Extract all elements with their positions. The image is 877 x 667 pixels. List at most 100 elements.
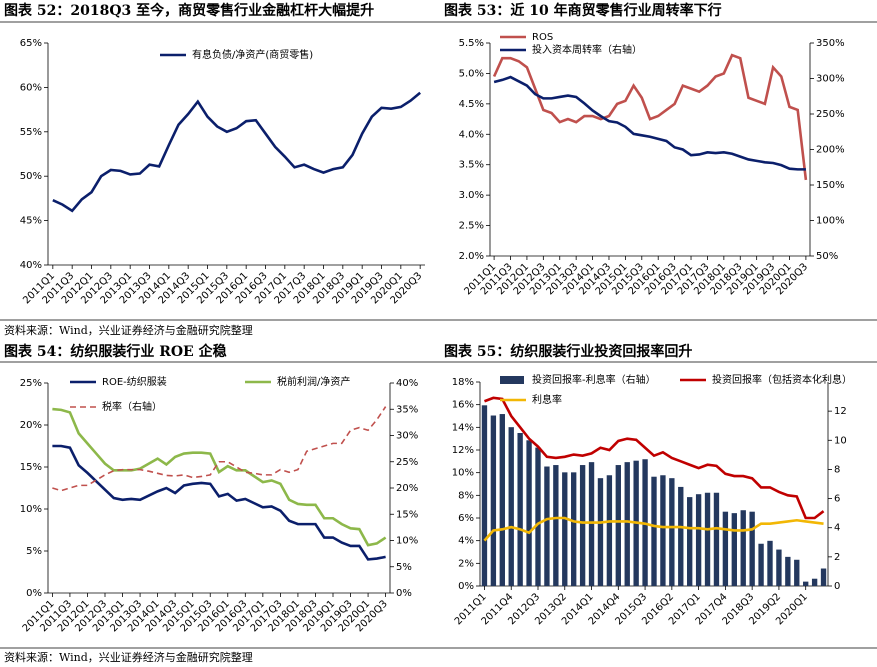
bar [651, 476, 657, 586]
bar [588, 462, 595, 586]
bar [740, 510, 746, 586]
bar [544, 466, 550, 586]
y-tick-label: 55% [20, 127, 42, 138]
y-tick-label: 5.0% [459, 68, 484, 79]
legend-swatch [500, 376, 524, 384]
bar [785, 556, 791, 586]
y2-tick-label: 25% [396, 457, 418, 468]
chart-title: 图表 55：纺织服装行业投资回报率回升 [444, 343, 692, 360]
y-tick-label: 3.5% [459, 160, 484, 171]
chart-title: 图表 53：近 10 年商贸零售行业周转率下行 [444, 2, 722, 19]
bar [749, 511, 755, 586]
y2-tick-label: 350% [816, 38, 845, 49]
y2-tick-label: 100% [816, 216, 845, 227]
bar [794, 559, 800, 586]
line [52, 444, 386, 561]
bar [562, 472, 568, 586]
legend-label: 投资回报率（包括资本化利息） [712, 373, 852, 386]
y-tick-label: 10% [20, 504, 42, 515]
source: 资料来源：Wind，兴业证券经济与金融研究院整理 [4, 650, 253, 664]
y2-tick-label: 6 [834, 494, 840, 505]
y-tick-label: 2.5% [459, 221, 484, 232]
y2-tick-label: 10 [834, 435, 847, 446]
y2-tick-label: 250% [816, 109, 845, 120]
bar [811, 578, 818, 586]
y2-tick-label: 12 [834, 406, 847, 417]
line [483, 516, 824, 542]
line [483, 396, 825, 520]
bar [803, 581, 809, 586]
bar [704, 492, 711, 586]
bar [606, 475, 613, 586]
y-tick-label: 0% [458, 581, 474, 592]
legend-label: 投入资本周转率（右轴） [532, 43, 642, 56]
y-tick-label: 60% [20, 82, 42, 93]
bar [535, 447, 541, 586]
chart-title: 图表 54：纺织服装行业 ROE 企稳 [4, 343, 227, 360]
y2-tick-label: 40% [396, 378, 418, 389]
y2-tick-label: 5% [396, 562, 412, 573]
y-tick-label: 16% [452, 400, 474, 411]
y-tick-label: 40% [20, 260, 42, 271]
line [52, 406, 387, 492]
line [52, 407, 387, 547]
y2-tick-label: 4 [834, 523, 840, 534]
bar [678, 486, 684, 586]
y2-tick-label: 0 [834, 581, 840, 592]
y2-tick-label: 300% [816, 74, 845, 85]
y2-tick-label: 150% [816, 180, 845, 191]
y-tick-label: 4.5% [459, 99, 484, 110]
y-tick-label: 2% [458, 558, 474, 569]
line [52, 91, 421, 213]
y-tick-label: 25% [20, 378, 42, 389]
legend-label: ROE-纺织服装 [102, 375, 167, 388]
bar [490, 415, 497, 586]
y-tick-label: 65% [20, 38, 42, 49]
y2-tick-label: 8 [834, 464, 840, 475]
line [493, 75, 806, 171]
source: 资料来源：Wind，兴业证券经济与金融研究院整理 [4, 323, 253, 337]
y-tick-label: 0% [26, 588, 42, 599]
bar [615, 465, 621, 586]
y2-tick-label: 50% [816, 251, 838, 262]
y-tick-label: 45% [20, 216, 42, 227]
y-tick-label: 10% [452, 468, 474, 479]
legend-label: 税前利润/净资产 [277, 375, 350, 388]
y2-tick-label: 20% [396, 483, 418, 494]
bar [624, 462, 630, 586]
bar [767, 540, 773, 586]
y-tick-label: 14% [452, 422, 474, 433]
bar [517, 433, 523, 586]
bar [571, 472, 577, 586]
bar [722, 511, 729, 586]
bar [660, 475, 666, 586]
y-tick-label: 50% [20, 171, 42, 182]
y2-tick-label: 0% [396, 588, 412, 599]
y-tick-label: 4% [458, 536, 474, 547]
bar [597, 478, 604, 586]
y-tick-label: 2.0% [459, 251, 484, 262]
bar [687, 497, 693, 586]
line [492, 53, 808, 181]
bar [499, 414, 505, 586]
y2-tick-label: 2 [834, 552, 840, 563]
y2-tick-label: 30% [396, 431, 418, 442]
bar [731, 513, 737, 586]
bar [481, 405, 488, 586]
bar [758, 543, 764, 586]
bar [713, 492, 720, 586]
bar [579, 465, 586, 586]
bar [508, 427, 514, 586]
y2-tick-label: 10% [396, 536, 418, 547]
y2-tick-label: 15% [396, 509, 418, 520]
y-tick-label: 6% [458, 513, 474, 524]
bar [526, 440, 532, 586]
chart-title: 图表 52：2018Q3 至今，商贸零售行业金融杠杆大幅提升 [4, 2, 374, 19]
legend-label: 有息负债/净资产(商贸零售) [192, 48, 313, 61]
bar [776, 549, 782, 586]
y-tick-label: 12% [452, 445, 474, 456]
y-tick-label: 18% [452, 377, 474, 388]
y-tick-label: 4.0% [459, 129, 484, 140]
y-tick-label: 5.5% [459, 38, 484, 49]
